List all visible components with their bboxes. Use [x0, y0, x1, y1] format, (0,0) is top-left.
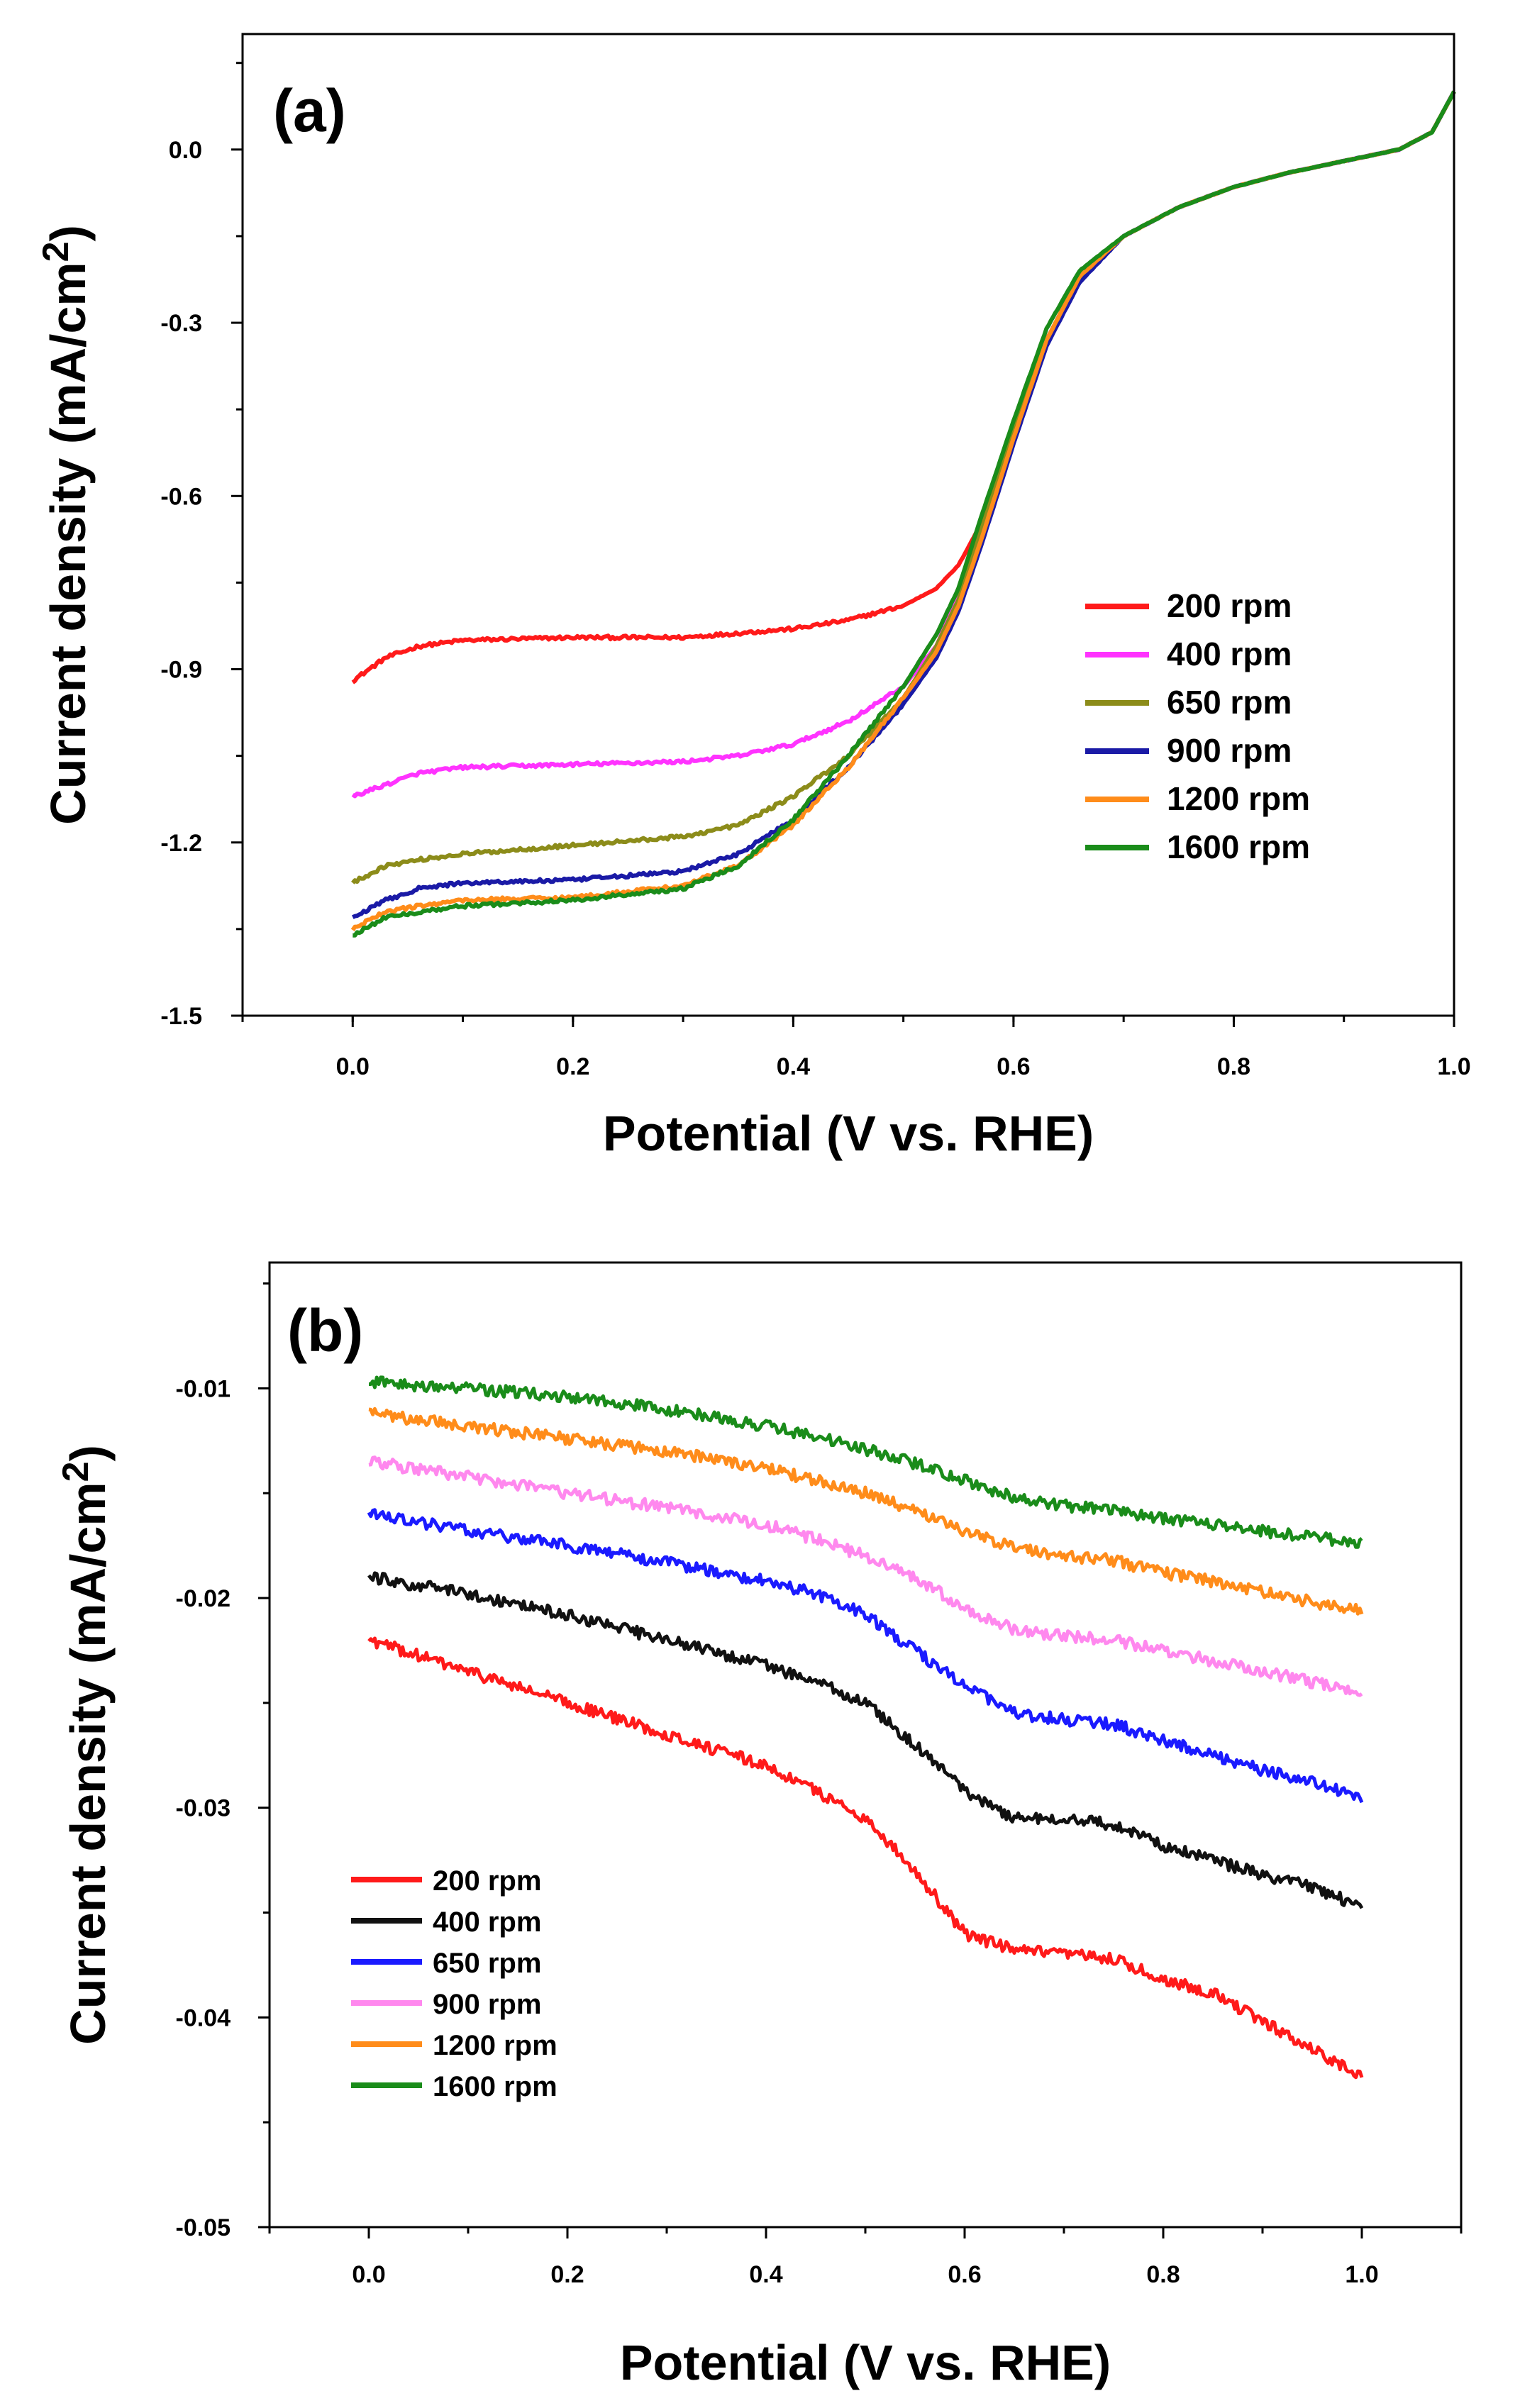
panel-a-y-axis-title: Current density (mA/cm2) — [35, 225, 96, 825]
panel-a-y-tick-label: -1.5 — [160, 1003, 202, 1030]
panel-a-x-tick-label: 0.6 — [997, 1053, 1030, 1080]
panel-b-series-line-650-rpm — [367, 1508, 1364, 1804]
panel-b-legend: 200 rpm 400 rpm 650 rpm 900 rpm 1200 rpm 1600… — [351, 1865, 557, 2102]
panel-b-x-tick-label: 0.0 — [352, 2261, 385, 2288]
panel-a-y-tick-label: -0.6 — [160, 483, 202, 510]
panel-a-legend: 200 rpm 400 rpm 650 rpm 900 rpm 1200 rpm 1600… — [1085, 587, 1310, 865]
panel-b-y-tick-label: -0.05 — [176, 2214, 231, 2241]
panel-a-x-axis-title: Potential (V vs. RHE) — [603, 1106, 1094, 1161]
panel-b-y-tick-label: -0.01 — [176, 1375, 231, 1402]
panel-a-x-tick-label: 0.0 — [336, 1053, 370, 1080]
panel-b-legend-label: 900 rpm — [433, 1989, 541, 2020]
panel-b-x-tick-label: 1.0 — [1345, 2261, 1378, 2288]
panel-b-y-axis-title-close: ) — [60, 1445, 116, 1461]
panel-b-series-line-900-rpm — [368, 1455, 1363, 1697]
panel-a-y-tick-label: -1.2 — [160, 830, 202, 857]
panel-b-y-tick-label: -0.03 — [176, 1795, 231, 1822]
panel-b-series-line-1200-rpm — [368, 1406, 1364, 1616]
panel-a-y-tick-label: 0.0 — [169, 137, 202, 164]
panel-a-y-tick-label: -0.3 — [160, 310, 202, 337]
panel-b-y-axis-title-superscript: 2 — [55, 1461, 96, 1482]
panel-a-y-axis-title-superscript: 2 — [35, 241, 77, 262]
panel-b-series-line-400-rpm — [367, 1571, 1364, 1909]
panel-b-legend-label: 1200 rpm — [433, 2030, 557, 2061]
panel-b-y-axis-title: Current density (mA/cm2) — [55, 1445, 116, 2045]
panel-b-x-axis-title: Potential (V vs. RHE) — [620, 2335, 1111, 2390]
panel-a-legend-label: 1600 rpm — [1167, 828, 1310, 865]
panel-b-legend-label: 650 rpm — [433, 1948, 541, 1979]
panel-a-legend-label: 650 rpm — [1167, 684, 1292, 721]
panel-a-x-tick-label: 0.2 — [556, 1053, 589, 1080]
panel-b-y-tick-label: -0.02 — [176, 1585, 231, 1612]
panel-b-series-line-1600-rpm — [369, 1375, 1363, 1549]
panel-b-chart: -0.01 -0.02 -0.03 -0.04 -0.05 0.0 0.2 0.4 0.6 0.8… — [55, 1261, 1463, 2390]
panel-b-legend-label: 400 rpm — [433, 1907, 541, 1938]
panel-b-legend-label: 1600 rpm — [433, 2071, 557, 2102]
panel-a-legend-label: 400 rpm — [1167, 636, 1292, 672]
panel-a-y-axis-title-main: Current density (mA/cm — [40, 262, 96, 824]
panel-a-x-tick-label: 0.4 — [777, 1053, 810, 1080]
panel-b-x-tick-label: 0.6 — [948, 2261, 981, 2288]
panel-b-label: (b) — [287, 1297, 363, 1364]
panel-a-series-line-1600-rpm — [353, 90, 1456, 938]
panel-b-legend-label: 200 rpm — [433, 1865, 541, 1897]
panel-a-y-tick-label: -0.9 — [160, 657, 202, 684]
panel-a-legend-label: 200 rpm — [1167, 587, 1292, 624]
panel-b-x-tick-label: 0.4 — [749, 2261, 782, 2288]
panel-a-plot-frame — [241, 33, 1455, 1017]
panel-a-legend-label: 1200 rpm — [1167, 780, 1310, 817]
panel-a-legend-label: 900 rpm — [1167, 732, 1292, 769]
panel-b-x-tick-label: 0.8 — [1146, 2261, 1180, 2288]
panel-b-y-axis-title-main: Current density (mA/cm — [60, 1482, 116, 2044]
panel-a-label: (a) — [273, 77, 346, 144]
panel-a-x-tick-label: 0.8 — [1217, 1053, 1250, 1080]
panel-b-x-tick-label: 0.2 — [550, 2261, 584, 2288]
panel-a-x-tick-label: 1.0 — [1437, 1053, 1470, 1080]
panel-a-chart: 0.0 -0.3 -0.6 -0.9 -1.2 -1.5 0.0 0.2 0.4 0.6 0.8 1.… — [35, 33, 1471, 1161]
panel-b-series-line-200-rpm — [367, 1636, 1364, 2080]
panel-a-y-axis-title-close: ) — [40, 225, 96, 241]
panel-b-y-tick-label: -0.04 — [176, 2004, 231, 2031]
